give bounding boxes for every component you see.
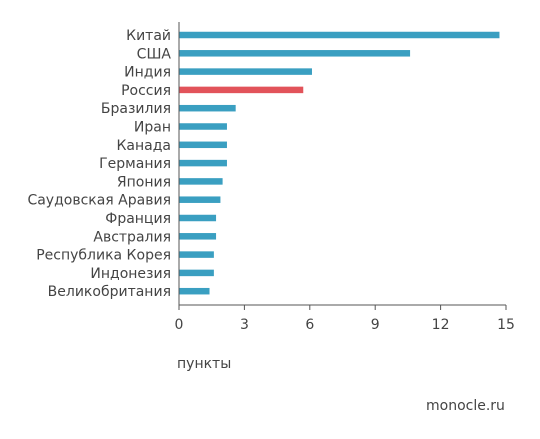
bars-layer: [179, 31, 500, 295]
category-label-3: Россия: [121, 83, 171, 99]
bar-12: [179, 251, 214, 258]
bar-8: [179, 178, 223, 185]
x-axis-label: пункты: [177, 356, 232, 372]
bar-14: [179, 287, 210, 295]
bar-4: [179, 104, 236, 112]
bar-0: [179, 31, 500, 39]
source-label: monocle.ru: [426, 398, 505, 414]
x-axis: 0 3 6 9 12 15: [175, 22, 515, 333]
bar-2: [179, 68, 312, 75]
bar-9: [179, 196, 221, 203]
category-label-5: Иран: [134, 120, 171, 136]
x-tick-label-3: 9: [371, 317, 380, 333]
bar-3: [179, 86, 304, 94]
x-tick-label-5: 15: [497, 317, 515, 333]
bar-1: [179, 50, 411, 57]
bar-6: [179, 141, 227, 149]
category-label-9: Саудовская Аравия: [27, 193, 171, 209]
category-label-11: Австралия: [93, 229, 171, 245]
bar-13: [179, 269, 214, 277]
category-label-1: США: [137, 46, 172, 62]
category-label-8: Япония: [117, 174, 171, 190]
category-label-13: Индонезия: [90, 266, 171, 282]
x-tick-label-0: 0: [175, 317, 184, 333]
bar-7: [179, 159, 227, 167]
bar-10: [179, 214, 217, 222]
bar-5: [179, 123, 227, 130]
category-label-14: Великобритания: [48, 284, 171, 300]
category-label-0: Китай: [126, 28, 171, 44]
bar-11: [179, 233, 217, 240]
x-tick-label-1: 3: [240, 317, 249, 333]
category-label-7: Германия: [99, 156, 171, 172]
category-label-12: Республика Корея: [36, 248, 171, 264]
bar-chart: Китай США Индия Россия Бразилия Иран Канада Гер…: [27, 22, 515, 333]
category-label-4: Бразилия: [101, 101, 171, 117]
x-tick-label-4: 12: [432, 317, 450, 333]
x-tick-label-2: 6: [305, 317, 314, 333]
category-label-2: Индия: [124, 65, 171, 81]
category-label-10: Франция: [105, 211, 171, 227]
category-label-6: Канада: [116, 138, 171, 154]
category-labels: Китай США Индия Россия Бразилия Иран Канада Гер…: [27, 28, 171, 300]
